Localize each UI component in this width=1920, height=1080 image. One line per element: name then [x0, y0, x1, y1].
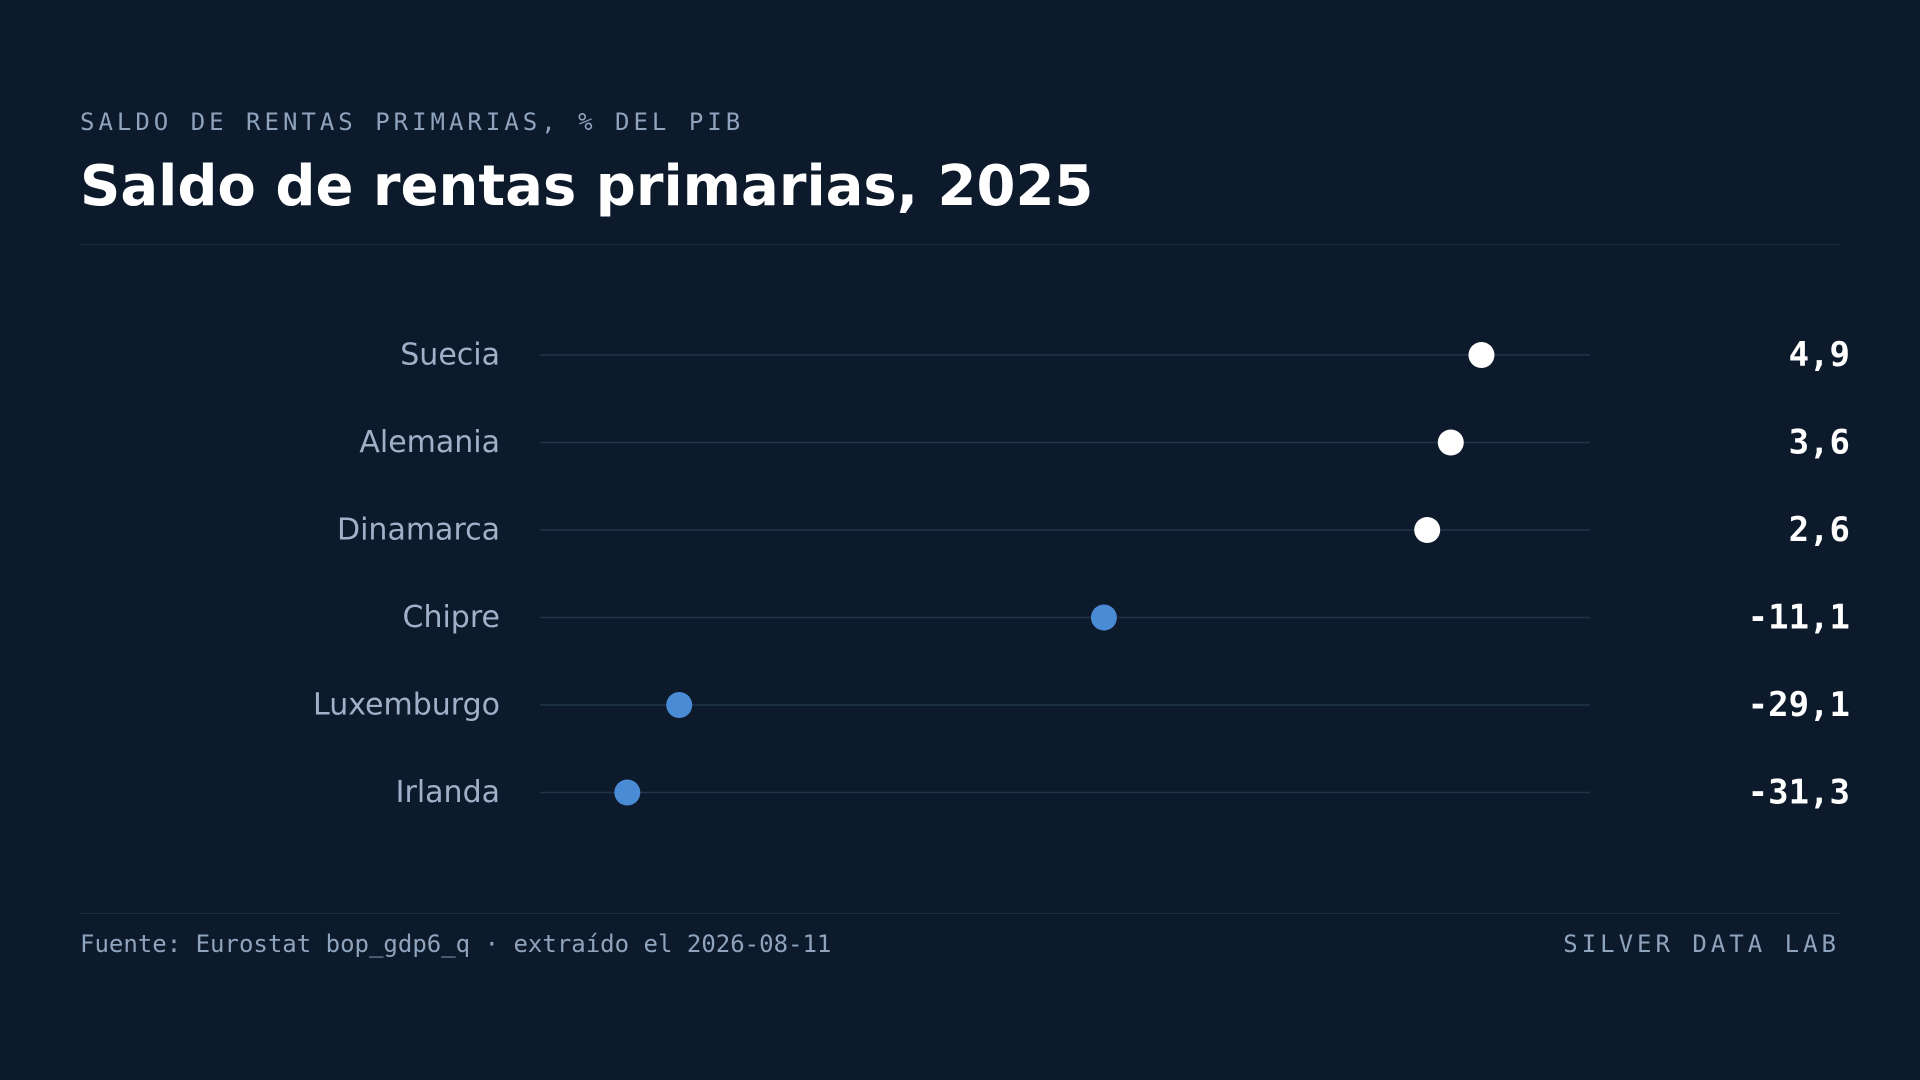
data-point: [1090, 604, 1117, 631]
chart-row: Chipre -11,1: [403, 598, 1850, 638]
data-point: [1414, 517, 1441, 543]
category-label: Alemania: [359, 425, 500, 460]
chart-row: Alemania 3,6: [359, 423, 1850, 463]
value-label: 2,6: [1789, 510, 1850, 550]
value-label: 4,9: [1789, 335, 1850, 375]
value-label: -11,1: [1748, 598, 1850, 638]
category-label: Suecia: [400, 338, 500, 373]
chart-row: Luxemburgo -29,1: [313, 685, 1850, 725]
category-label: Chipre: [403, 600, 500, 635]
brand-label: SILVER DATA LAB: [1563, 930, 1840, 958]
data-point: [1437, 429, 1464, 456]
data-point: [614, 779, 641, 806]
data-point: [1468, 342, 1495, 368]
category-label: Irlanda: [396, 775, 500, 810]
data-point: [666, 692, 693, 718]
value-label: 3,6: [1789, 423, 1850, 463]
chart-row: Dinamarca 2,6: [337, 510, 1850, 550]
dot-chart: Suecia 4,9 Alemania 3,6 Dinamarca 2,6 Chipre -1…: [313, 335, 1850, 813]
value-label: -31,3: [1748, 773, 1850, 813]
chart-row: Suecia 4,9: [400, 335, 1850, 375]
chart-kicker: SALDO DE RENTAS PRIMARIAS, % DEL PIB: [80, 108, 745, 136]
chart-row: Irlanda -31,3: [396, 773, 1850, 813]
category-label: Luxemburgo: [313, 688, 500, 723]
chart-title: Saldo de rentas primarias, 2025: [80, 154, 1094, 219]
category-label: Dinamarca: [337, 513, 500, 548]
footer-divider: [80, 913, 1840, 914]
value-label: -29,1: [1748, 685, 1850, 725]
source-note: Fuente: Eurostat bop_gdp6_q · extraído e…: [80, 930, 832, 958]
header-divider: [80, 244, 1840, 245]
